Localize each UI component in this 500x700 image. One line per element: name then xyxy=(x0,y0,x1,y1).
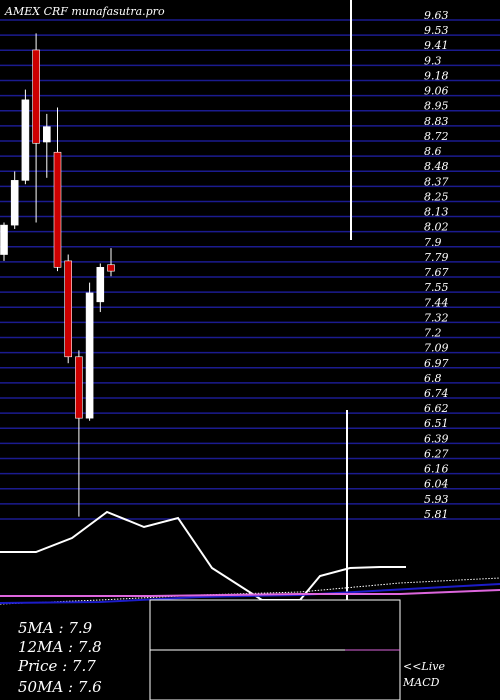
candle-up xyxy=(10,180,19,226)
candle-up xyxy=(42,126,51,143)
y-tick-label: 6.51 xyxy=(424,417,449,430)
candle-down xyxy=(53,151,62,268)
stat-12ma: 12MA : 7.8 xyxy=(18,638,102,656)
y-tick-label: 9.18 xyxy=(424,69,449,82)
y-tick-label: 9.06 xyxy=(424,85,449,98)
y-tick-label: 7.67 xyxy=(424,266,449,279)
y-tick-label: 9.3 xyxy=(424,54,442,67)
price-axis: 9.63 9.53 9.41 9.3 9.18 9.06 8.95 8.83 8.72 8.6 8.… xyxy=(424,9,449,521)
candlestick-series xyxy=(0,33,115,517)
candle-up xyxy=(85,292,94,419)
y-tick-label: 6.62 xyxy=(424,402,449,415)
candle-up xyxy=(0,224,8,255)
candle-up xyxy=(21,99,30,181)
chart-title: AMEX CRF munafasutra.pro xyxy=(4,5,165,18)
y-tick-label: 9.53 xyxy=(424,24,449,37)
y-tick-label: 8.48 xyxy=(424,160,449,173)
y-tick-label: 7.09 xyxy=(424,342,449,355)
y-tick-label: 5.93 xyxy=(424,493,449,506)
y-tick-label: 9.41 xyxy=(424,39,449,52)
y-tick-label: 7.32 xyxy=(424,311,449,324)
signal-line xyxy=(0,577,500,605)
y-tick-label: 9.63 xyxy=(424,9,449,22)
slow-ma-line xyxy=(0,583,500,604)
stat-5ma: 5MA : 7.9 xyxy=(18,619,93,637)
macd-label: MACD xyxy=(402,676,440,689)
y-tick-label: 6.97 xyxy=(424,357,449,370)
macd-line xyxy=(0,510,406,601)
y-tick-label: 7.2 xyxy=(424,327,442,340)
y-tick-label: 6.27 xyxy=(424,447,449,460)
candle-down xyxy=(75,356,83,419)
price-gridlines xyxy=(0,19,500,520)
y-tick-label: 6.16 xyxy=(424,463,449,476)
y-tick-label: 6.74 xyxy=(424,387,449,400)
y-tick-label: 8.72 xyxy=(424,130,449,143)
y-tick-label: 8.13 xyxy=(424,206,449,219)
candle-down xyxy=(64,260,72,358)
y-tick-label: 8.02 xyxy=(424,221,449,234)
y-tick-label: 8.6 xyxy=(424,145,442,158)
y-tick-label: 7.79 xyxy=(424,251,449,264)
y-tick-label: 8.83 xyxy=(424,115,449,128)
stat-price: Price : 7.7 xyxy=(17,657,96,675)
y-tick-label: 6.39 xyxy=(424,432,449,445)
y-tick-label: 8.25 xyxy=(424,190,449,203)
candle-down xyxy=(107,264,115,272)
pink-ma-line xyxy=(0,589,500,597)
y-tick-label: 5.81 xyxy=(424,508,449,521)
y-tick-label: 6.8 xyxy=(424,372,442,385)
y-tick-label: 7.55 xyxy=(424,281,449,294)
y-tick-label: 8.37 xyxy=(424,175,449,188)
y-tick-label: 6.04 xyxy=(424,478,449,491)
y-tick-label: 8.95 xyxy=(424,100,449,113)
candle-up xyxy=(96,267,105,303)
y-tick-label: 7.9 xyxy=(424,236,442,249)
candle-down xyxy=(32,49,40,144)
y-tick-label: 7.44 xyxy=(424,296,449,309)
stat-50ma: 50MA : 7.6 xyxy=(18,678,102,696)
macd-live-label: <<Live xyxy=(403,660,445,673)
